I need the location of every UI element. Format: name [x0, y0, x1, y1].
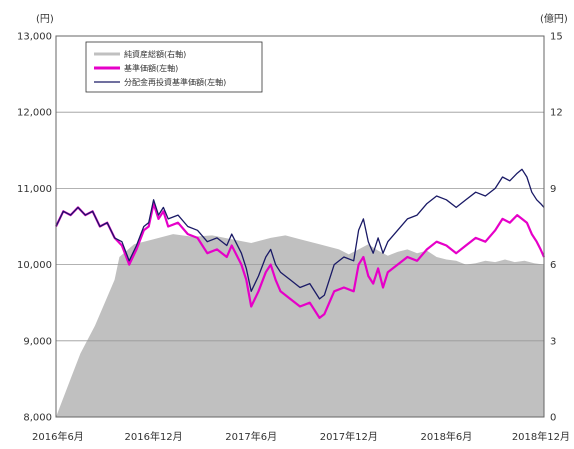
right-axis-ticks: 0 3 6 9 12 15: [550, 32, 563, 424]
x-tick-label: 2017年6月: [225, 430, 277, 443]
series-area-net-assets: [56, 234, 544, 417]
series-line-nav: [55, 202, 546, 319]
right-tick-label: 15: [550, 32, 563, 43]
lines-layer: [55, 168, 546, 319]
right-tick-label: 12: [550, 108, 563, 119]
left-axis-unit: (円): [36, 14, 54, 25]
x-axis-ticks: 2016年6月 2016年12月 2017年6月 2017年12月 2018年6月 201…: [32, 430, 570, 443]
right-tick-label: 9: [550, 184, 556, 195]
grid-layer: [56, 111, 544, 342]
plot-frame: [55, 35, 545, 418]
x-tick-label: 2016年6月: [32, 430, 84, 443]
legend-label: 分配金再投資基準価額(左軸): [124, 77, 226, 87]
x-tick-label: 2018年12月: [512, 430, 570, 443]
legend: 純資産総額(右軸) 基準価額(左軸) 分配金再投資基準価額(左軸): [85, 41, 263, 93]
area-layer: [56, 234, 544, 417]
left-tick-label: 13,000: [17, 32, 52, 43]
series-line-reinvested: [55, 168, 545, 300]
x-tick-label: 2016年12月: [125, 430, 183, 443]
x-tick-label: 2017年12月: [320, 430, 378, 443]
left-tick-label: 11,000: [17, 184, 52, 195]
left-tick-label: 9,000: [23, 336, 52, 347]
left-tick-label: 12,000: [17, 108, 52, 119]
right-tick-label: 3: [550, 336, 556, 347]
left-tick-label: 10,000: [17, 260, 52, 271]
legend-label: 基準価額(左軸): [124, 63, 178, 73]
right-tick-label: 0: [550, 413, 556, 424]
left-axis-ticks: 8,000 9,000 10,000 11,000 12,000 13,000: [17, 32, 52, 424]
right-tick-label: 6: [550, 260, 556, 271]
x-tick-label: 2018年6月: [420, 430, 472, 443]
left-tick-label: 8,000: [23, 413, 52, 424]
legend-label: 純資産総額(右軸): [124, 49, 186, 59]
right-axis-unit: (億円): [540, 12, 568, 25]
